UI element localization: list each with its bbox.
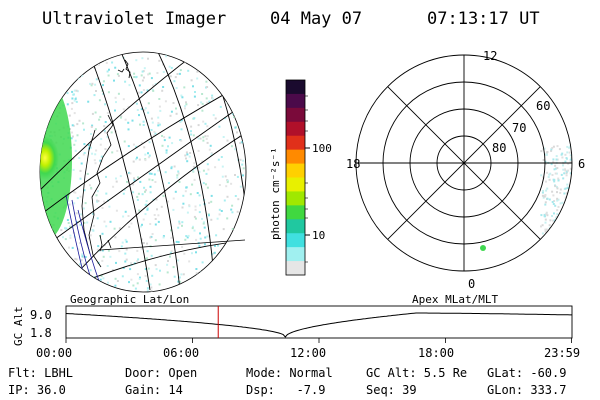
x-tick-0000: 00:00	[36, 346, 72, 360]
polar-mlt-plot: 12 18 6 0 60 70 80	[346, 49, 585, 291]
door-info: Door: Open	[125, 366, 198, 380]
gain-info: Gain: 14	[125, 383, 183, 397]
mlt-label-12: 12	[483, 49, 497, 63]
colorbar-band	[286, 121, 305, 137]
colorbar-tick-100: 100	[312, 142, 332, 155]
x-tick-1200: 12:00	[290, 346, 326, 360]
mlt-label-0: 0	[468, 277, 475, 291]
glat-info: GLat: -60.9	[487, 366, 567, 380]
colorbar-band	[286, 80, 305, 95]
colorbar-unit-label: photon cm⁻²s⁻¹	[269, 147, 282, 240]
orbit-altitude-curve	[65, 312, 572, 338]
aurora-hotspot	[40, 136, 59, 180]
instrument-title: Ultraviolet Imager	[42, 9, 226, 29]
mlt-label-18: 18	[346, 157, 360, 171]
y-tick-9: 9.0	[30, 308, 52, 322]
colorbar-band	[286, 247, 305, 262]
colorbar-band	[286, 149, 305, 165]
mlat-label-60: 60	[536, 99, 550, 113]
mode-info: Mode: Normal	[246, 366, 333, 380]
mlat-label-70: 70	[512, 121, 526, 135]
colorbar-band	[286, 163, 305, 178]
colorbar-band	[286, 233, 305, 248]
colorbar-band	[286, 177, 305, 192]
mlt-label-6: 6	[578, 157, 585, 171]
y-tick-1-8: 1.8	[30, 326, 52, 340]
apex-label: Apex MLat/MLT	[412, 293, 498, 306]
coastline	[81, 59, 131, 268]
colorbar-band	[286, 107, 305, 123]
x-tick-2359: 23:59	[544, 346, 580, 360]
gc-alt-info: GC Alt: 5.5 Re	[366, 366, 468, 380]
intensity-colorbar: 100 10 photon cm⁻²s⁻¹	[269, 79, 332, 276]
altitude-timeline: GC Alt 9.0 1.8 00:00 06:00 12:00 18:00 2…	[12, 305, 580, 360]
colorbar-band	[286, 93, 305, 109]
ip-info: IP: 36.0	[8, 383, 66, 397]
x-tick-1800: 18:00	[418, 346, 454, 360]
colorbar-tick-10: 10	[312, 229, 325, 242]
geographic-label: Geographic Lat/Lon	[70, 293, 189, 306]
polar-emission-pixels	[540, 145, 572, 242]
colorbar-band	[286, 205, 305, 220]
filter-info: Flt: LBHL	[8, 366, 74, 380]
image-time: 07:13:17 UT	[427, 9, 540, 29]
colorbar-band	[286, 191, 305, 206]
image-date: 04 May 07	[270, 9, 362, 29]
glon-info: GLon: 333.7	[487, 383, 567, 397]
dsp-info: Dsp: -7.9	[246, 383, 326, 397]
colorbar-band	[286, 219, 305, 234]
geographic-image	[39, 51, 247, 293]
polar-emission-spot	[480, 245, 486, 251]
x-tick-0600: 06:00	[163, 346, 199, 360]
colorbar-band	[286, 135, 305, 151]
colorbar-band	[286, 261, 305, 276]
mlat-label-80: 80	[492, 141, 506, 155]
seq-info: Seq: 39	[366, 383, 417, 397]
gc-alt-axis-label: GC Alt	[12, 306, 25, 346]
